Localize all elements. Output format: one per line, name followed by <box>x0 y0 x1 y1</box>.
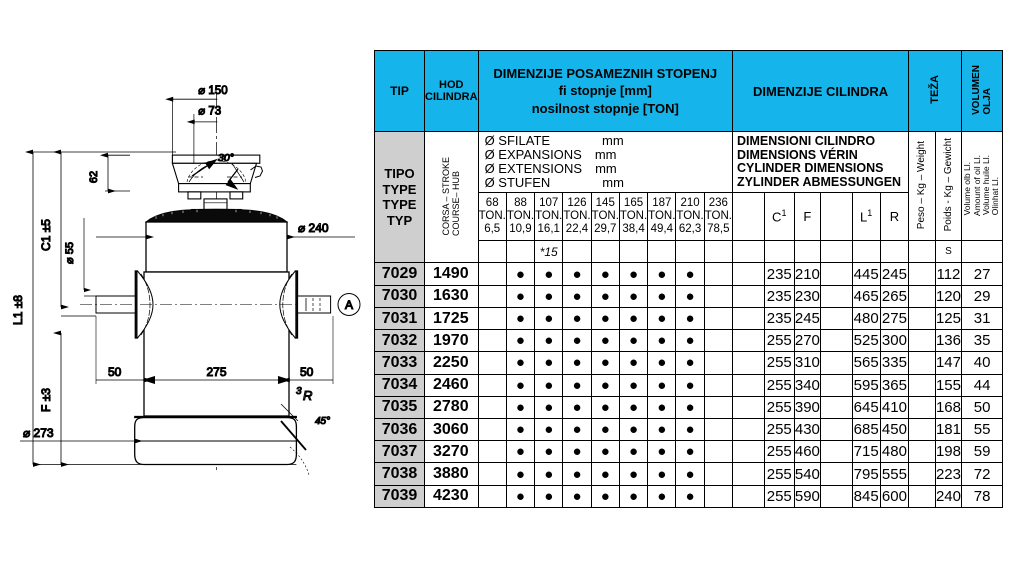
svg-text:L1 ±8: L1 ±8 <box>11 295 25 325</box>
svg-text:⌀ 55: ⌀ 55 <box>64 242 76 264</box>
svg-text:R: R <box>303 388 312 403</box>
svg-text:45°: 45° <box>315 416 330 427</box>
svg-text:A: A <box>345 298 353 312</box>
svg-text:⌀ 73: ⌀ 73 <box>198 106 221 118</box>
svg-text:⌀ 240: ⌀ 240 <box>298 221 329 235</box>
svg-text:3: 3 <box>296 386 302 397</box>
svg-text:50: 50 <box>300 365 314 379</box>
svg-text:⌀ 150: ⌀ 150 <box>198 85 227 97</box>
svg-text:30°: 30° <box>218 152 234 164</box>
svg-text:50: 50 <box>108 365 122 379</box>
svg-text:C1 ±5: C1 ±5 <box>39 219 53 251</box>
svg-text:275: 275 <box>206 365 226 379</box>
svg-text:F ±3: F ±3 <box>39 388 53 412</box>
svg-text:⌀ 273: ⌀ 273 <box>23 426 54 440</box>
svg-text:62: 62 <box>88 171 100 183</box>
